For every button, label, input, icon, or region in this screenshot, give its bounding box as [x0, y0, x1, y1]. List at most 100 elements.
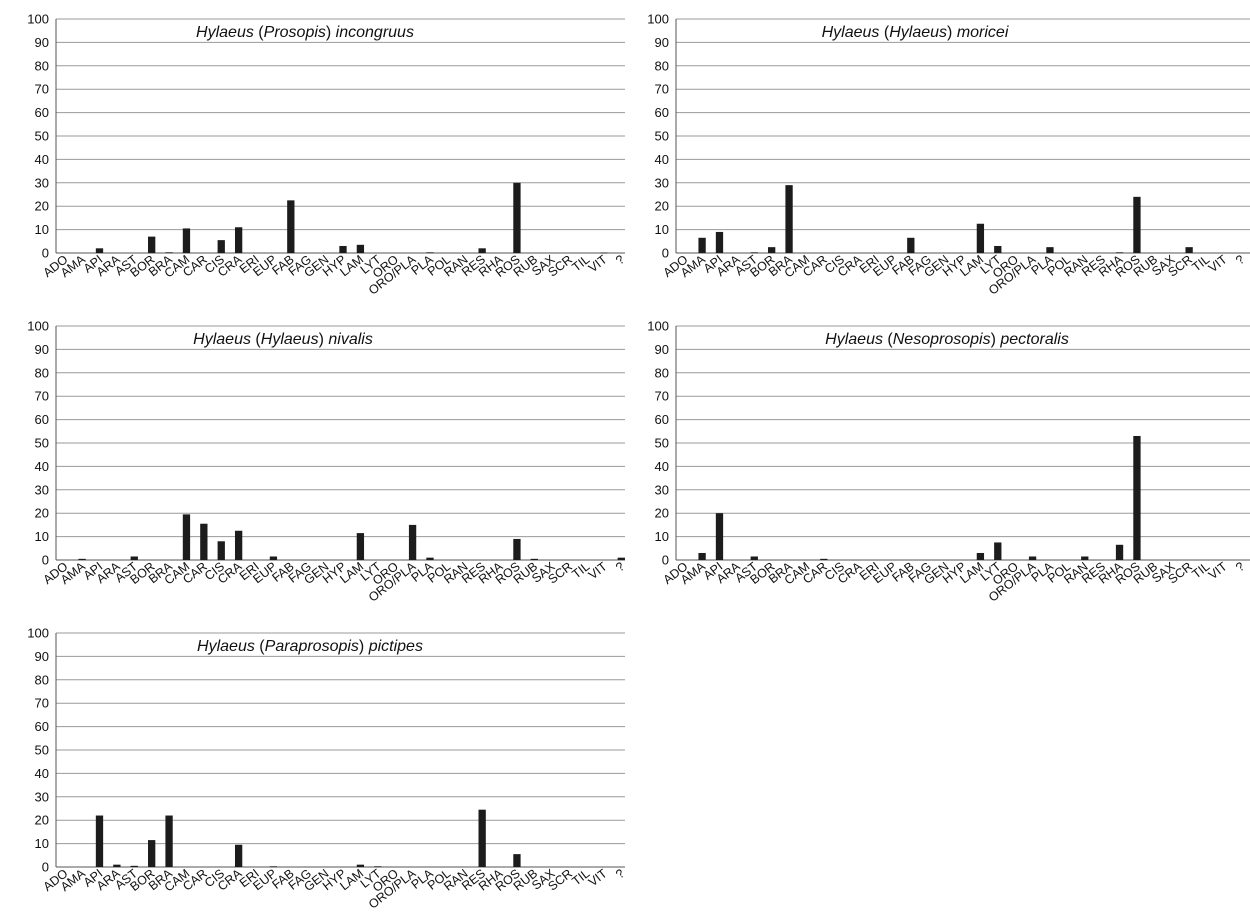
bar-cam — [182, 514, 191, 560]
bar-cam — [182, 228, 191, 253]
bar-cra — [234, 844, 243, 867]
bar-rha — [1115, 544, 1124, 560]
chart-title-part: Prosopis — [264, 24, 326, 41]
y-tick-label: 80 — [35, 672, 49, 687]
bar-ran — [1081, 556, 1089, 560]
y-tick-label: 10 — [35, 529, 49, 544]
y-tick-label: 30 — [655, 482, 669, 497]
y-tick-label: 0 — [42, 860, 49, 875]
x-tick-label: VIT — [1206, 559, 1230, 582]
y-axis-ticks: 0 10 20 30 40 50 60 70 80 90 100 — [647, 319, 669, 568]
bar-oro-pla — [408, 524, 417, 560]
chart-title-part: ( — [251, 331, 261, 348]
bar-ast — [750, 252, 758, 254]
x-tick-label: VIT — [586, 866, 610, 889]
bar-chart-1: 0 10 20 30 40 50 60 70 80 90 100 ADOAMAAPIARAASTBOR… — [27, 12, 625, 298]
y-tick-label: 100 — [647, 12, 669, 27]
bar-ros — [513, 854, 521, 867]
y-tick-label: 0 — [662, 553, 669, 568]
y-axis-ticks: 0 10 20 30 40 50 60 70 80 90 100 — [27, 319, 49, 568]
bar-bra — [165, 252, 173, 254]
y-tick-label: 60 — [655, 412, 669, 427]
chart-title-part: ( — [255, 638, 265, 655]
bar-rub — [530, 558, 538, 560]
y-tick-label: 0 — [42, 246, 49, 261]
y-tick-label: 70 — [35, 696, 49, 711]
bars — [95, 182, 608, 254]
x-tick-label: VIT — [1206, 252, 1230, 275]
chart-title: Hylaeus (Prosopis) incongruus — [196, 24, 414, 41]
chart-title-part: Hylaeus — [889, 24, 947, 41]
bar-cis — [217, 240, 225, 253]
gridlines — [676, 325, 1250, 538]
y-tick-label: 70 — [35, 389, 49, 404]
bar-lam — [356, 533, 365, 560]
gridlines — [676, 18, 1250, 231]
bar-oro-pla — [1028, 556, 1037, 560]
bar-eup — [269, 866, 278, 868]
y-tick-label: 40 — [655, 152, 669, 167]
bar-lam — [356, 864, 365, 867]
chart-title-part: incongruus — [336, 24, 414, 41]
y-tick-label: 50 — [35, 436, 49, 451]
y-tick-label: 70 — [35, 82, 49, 97]
bar-ara — [113, 864, 121, 867]
y-tick-label: 30 — [35, 482, 49, 497]
bar-eup — [269, 556, 278, 560]
chart-title-part: Hylaeus — [825, 331, 883, 348]
bar-bor — [148, 840, 156, 867]
y-tick-label: 60 — [35, 105, 49, 120]
y-tick-label: 90 — [655, 342, 669, 357]
bar-pla — [426, 252, 434, 254]
y-tick-label: 40 — [655, 459, 669, 474]
y-tick-label: 80 — [655, 58, 669, 73]
y-tick-label: 50 — [655, 436, 669, 451]
chart-title: Hylaeus (Hylaeus) moricei — [822, 24, 1009, 41]
bar-api — [95, 248, 104, 253]
chart-title: Hylaeus (Paraprosopis) pictipes — [197, 638, 423, 655]
bar-pla — [1046, 247, 1054, 253]
chart-title-part: Hylaeus — [197, 638, 255, 655]
bar-fab — [287, 200, 295, 253]
bar-lyt — [374, 866, 382, 868]
bar-hyp — [339, 245, 347, 253]
chart-title-part: Hylaeus — [822, 24, 880, 41]
y-tick-label: 20 — [35, 506, 49, 521]
gridlines — [56, 325, 625, 538]
y-tick-label: 20 — [35, 813, 49, 828]
bar-cra — [234, 530, 243, 560]
y-tick-label: 80 — [35, 58, 49, 73]
y-tick-label: 60 — [655, 105, 669, 120]
chart-title: Hylaeus (Nesoprosopis) pectoralis — [825, 331, 1069, 348]
bar-lam — [976, 552, 985, 560]
y-axis-ticks: 0 10 20 30 40 50 60 70 80 90 100 — [647, 12, 669, 261]
x-tick-label: ? — [1233, 559, 1247, 574]
bars — [698, 435, 1141, 560]
bar-cis — [217, 541, 225, 560]
bar-ama — [698, 237, 706, 253]
y-tick-label: 20 — [35, 199, 49, 214]
bar-ros — [1133, 196, 1141, 253]
bar-rha — [1115, 252, 1124, 254]
y-tick-label: 10 — [655, 222, 669, 237]
bar-chart-2: 0 10 20 30 40 50 60 70 80 90 100 ADOAMAAPIARAASTBOR… — [647, 12, 1250, 298]
bar-chart-4: 0 10 20 30 40 50 60 70 80 90 100 ADOAMAAPIARAASTBOR… — [647, 319, 1250, 605]
bar-ama — [78, 558, 86, 560]
bar-ros — [513, 182, 521, 253]
chart-title-part: nivalis — [328, 331, 372, 348]
chart-title-part: Hylaeus — [261, 331, 319, 348]
bar-ast — [130, 556, 138, 560]
y-tick-label: 80 — [655, 365, 669, 380]
bar-api — [715, 513, 724, 560]
chart-title-part: Nesoprosopis — [893, 331, 991, 348]
y-tick-label: 70 — [655, 82, 669, 97]
y-tick-label: 30 — [35, 175, 49, 190]
bars — [78, 514, 625, 560]
bar-res — [478, 248, 486, 253]
y-tick-label: 50 — [35, 743, 49, 758]
x-tick-label: VIT — [586, 559, 610, 582]
bar-ros — [513, 538, 521, 560]
bar-vit — [600, 252, 608, 254]
chart-title-part: ( — [883, 331, 893, 348]
